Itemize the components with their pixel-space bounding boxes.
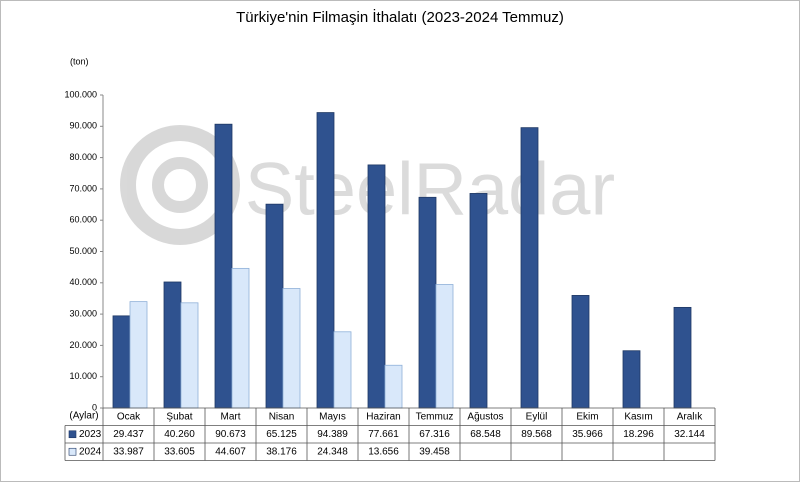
table-value: 67.316 [419, 429, 450, 440]
y-tick-label: 40.000 [69, 277, 97, 287]
legend-label: 2024 [79, 446, 102, 457]
y-tick-label: 60.000 [69, 215, 97, 225]
bar [469, 193, 488, 409]
y-tick-label: 20.000 [69, 340, 97, 350]
bar [673, 306, 692, 409]
bar [384, 364, 403, 409]
legend-label: 2023 [79, 429, 102, 440]
bar [435, 284, 454, 409]
table-value: 13.656 [368, 446, 399, 457]
x-tick-label: Ocak [117, 411, 141, 422]
bar [265, 203, 284, 409]
table-value: 77.661 [368, 429, 399, 440]
y-tick-label: 50.000 [69, 246, 97, 256]
y-tick-label: 30.000 [69, 308, 97, 318]
bar [571, 295, 590, 409]
x-tick-label: Eylül [526, 411, 548, 422]
y-tick-label: 0 [92, 402, 97, 412]
y-unit: (ton) [70, 56, 89, 66]
table-value: 40.260 [164, 429, 195, 440]
table-value: 90.673 [215, 429, 246, 440]
legend-swatch [68, 447, 77, 456]
x-tick-label: Şubat [166, 411, 192, 422]
table-value: 18.296 [623, 429, 654, 440]
bar [129, 301, 148, 409]
x-tick-label: Temmuz [416, 411, 454, 422]
y-tick-label: 100.000 [64, 89, 97, 99]
bar [180, 302, 199, 409]
y-tick-label: 10.000 [69, 371, 97, 381]
table-value: 24.348 [317, 446, 348, 457]
bar [520, 127, 539, 409]
chart-title: Türkiye'nin Filmaşin İthalatı (2023-2024… [236, 8, 564, 26]
x-tick-label: Kasım [624, 411, 652, 422]
table-value: 89.568 [521, 429, 552, 440]
table-value: 44.607 [215, 446, 246, 457]
table-value: 39.458 [419, 446, 450, 457]
bar [214, 123, 233, 409]
table-value: 38.176 [266, 446, 297, 457]
legend-swatch [68, 430, 77, 439]
bar [163, 281, 182, 409]
y-tick-label: 70.000 [69, 183, 97, 193]
y-tick-label: 80.000 [69, 152, 97, 162]
x-tick-label: Mart [221, 411, 241, 422]
bar [418, 196, 437, 409]
bar [282, 288, 301, 409]
table-value: 94.389 [317, 429, 348, 440]
x-tick-label: Mayıs [319, 411, 346, 422]
x-tick-label: Ağustos [467, 411, 503, 422]
bar [333, 331, 352, 409]
table-value: 32.144 [674, 429, 705, 440]
table-value: 33.605 [164, 446, 195, 457]
table-value: 35.966 [572, 429, 603, 440]
x-tick-label: Ekim [576, 411, 598, 422]
bar [316, 112, 335, 409]
table-value: 68.548 [470, 429, 501, 440]
bar [231, 267, 250, 409]
bar [112, 315, 131, 409]
y-tick-label: 90.000 [69, 121, 97, 131]
bar [367, 164, 386, 409]
table-value: 65.125 [266, 429, 297, 440]
x-tick-label: Haziran [366, 411, 400, 422]
x-tick-label: Aralık [677, 411, 704, 422]
x-tick-label: Nisan [269, 411, 295, 422]
bar [622, 350, 641, 409]
table-value: 29.437 [113, 429, 144, 440]
table-value: 33.987 [113, 446, 144, 457]
x-label: (Aylar) [69, 411, 98, 422]
